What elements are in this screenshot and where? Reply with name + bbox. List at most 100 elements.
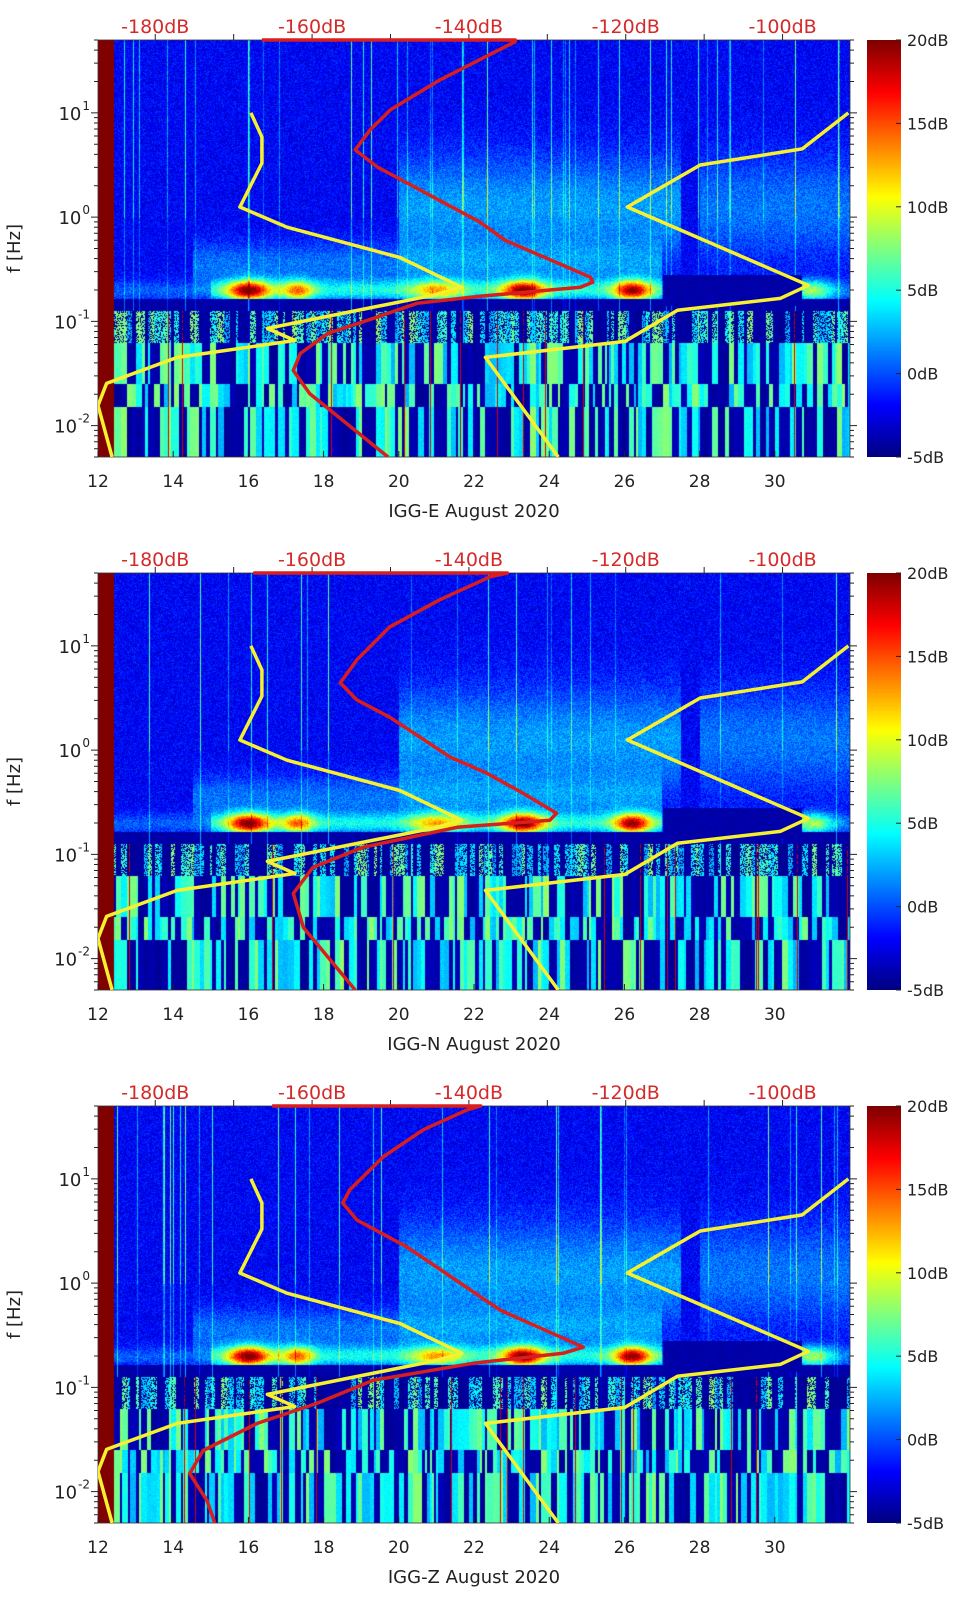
x-tick-label: 24 [538,472,560,492]
x-tick-label: 30 [764,1538,786,1558]
colorbar [867,573,901,990]
y-tick-base: 10 [54,1378,77,1399]
x-tick-label: 20 [388,1005,410,1025]
x-tick-label: 18 [313,472,335,492]
low-noise-model-line [98,112,464,457]
y-tick-label: 10 [54,417,77,438]
y-tick-exponent: -2 [78,412,90,426]
y-tick-label: 10 [54,950,77,971]
top-db-tick-label: -180dB [121,549,189,571]
y-tick-base: 10 [54,1483,77,1504]
y-tick-exponent: -2 [78,1478,90,1492]
station-psd-line [261,38,595,457]
colorbar [867,40,901,457]
high-noise-model-line [483,1177,850,1523]
x-axis-label: IGG-Z August 2020 [388,1567,560,1588]
colorbar-tick-label: 20dB [907,1097,949,1116]
x-tick-label: 26 [614,1005,636,1025]
y-tick-label: 10 [58,637,81,658]
colorbar-tick-label: -5dB [907,1514,944,1533]
x-tick-label: 16 [238,1538,260,1558]
x-tick-label: 22 [463,472,485,492]
y-tick-base: 10 [58,637,81,658]
y-tick-label: 10 [54,1483,77,1504]
y-tick-exponent: 0 [82,736,90,750]
x-tick-label: 16 [238,1005,260,1025]
y-tick-base: 10 [58,104,81,125]
top-db-tick-label: -180dB [121,16,189,38]
x-tick-label: 12 [87,1538,109,1558]
y-tick-exponent: -1 [78,840,90,854]
y-tick-exponent: -1 [78,1373,90,1387]
plot-frame [97,1105,851,1524]
y-tick-label: 10 [58,208,81,229]
top-db-tick-label: -100dB [748,1082,816,1104]
x-tick-label: 20 [388,1538,410,1558]
colorbar-tick-label: 10dB [907,198,949,217]
y-tick-exponent: 0 [82,1269,90,1283]
station-psd-line [187,1104,586,1523]
colorbar-tick-label: 20dB [907,564,949,583]
x-tick-label: 20 [388,472,410,492]
y-tick-exponent: 1 [82,1165,90,1179]
y-tick-exponent: 1 [82,99,90,113]
y-tick-exponent: 1 [82,632,90,646]
x-tick-label: 22 [463,1538,485,1558]
high-noise-model-line [483,644,850,990]
y-tick-label: 10 [54,312,77,333]
y-tick-base: 10 [54,950,77,971]
y-tick-label: 10 [54,845,77,866]
colorbar-tick-label: 5dB [907,281,938,300]
y-axis-label: f [Hz] [4,1290,25,1339]
y-tick-label: 10 [58,1170,81,1191]
colorbar-tick-label: -5dB [907,981,944,1000]
y-tick-label: 10 [58,1274,81,1295]
colorbar-tick-label: 20dB [907,31,949,50]
x-tick-label: 28 [689,1005,711,1025]
colorbar-tick-label: 0dB [907,365,938,384]
top-db-tick-label: -160dB [278,16,346,38]
x-tick-label: 28 [689,1538,711,1558]
y-tick-base: 10 [58,1274,81,1295]
y-tick-base: 10 [58,741,81,762]
x-tick-label: 18 [313,1005,335,1025]
x-tick-label: 14 [162,1005,184,1025]
x-tick-label: 26 [614,1538,636,1558]
y-tick-label: 10 [54,1378,77,1399]
top-db-tick-label: -120dB [592,1082,660,1104]
colorbar-tick-label: 15dB [907,1180,949,1199]
colorbar-tick-label: 10dB [907,731,949,750]
colorbar-tick-label: 10dB [907,1264,949,1283]
y-tick-exponent: 0 [82,203,90,217]
y-tick-base: 10 [58,208,81,229]
y-tick-exponent: -1 [78,307,90,321]
top-db-tick-label: -180dB [121,1082,189,1104]
station-psd-line [253,571,559,990]
y-tick-base: 10 [58,1170,81,1191]
y-tick-base: 10 [54,417,77,438]
high-noise-model-line [483,111,850,457]
top-db-tick-label: -140dB [435,549,503,571]
colorbar-tick-label: 5dB [907,814,938,833]
top-db-tick-label: -100dB [748,16,816,38]
colorbar-tick-label: 0dB [907,898,938,917]
x-tick-label: 14 [162,472,184,492]
colorbar [867,1106,901,1523]
colorbar-tick-label: 5dB [907,1347,938,1366]
top-db-tick-label: -140dB [435,16,503,38]
colorbar-tick-label: 0dB [907,1431,938,1450]
plot-frame [97,572,851,991]
colorbar-tick-label: -5dB [907,448,944,467]
x-tick-label: 14 [162,1538,184,1558]
top-db-tick-label: -100dB [748,549,816,571]
y-tick-base: 10 [54,312,77,333]
y-axis-label: f [Hz] [4,224,25,273]
x-tick-label: 16 [238,472,260,492]
y-tick-label: 10 [58,104,81,125]
y-tick-label: 10 [58,741,81,762]
x-axis-label: IGG-N August 2020 [387,1034,560,1055]
low-noise-model-line [98,1178,464,1523]
x-tick-label: 24 [538,1538,560,1558]
x-tick-label: 12 [87,1005,109,1025]
